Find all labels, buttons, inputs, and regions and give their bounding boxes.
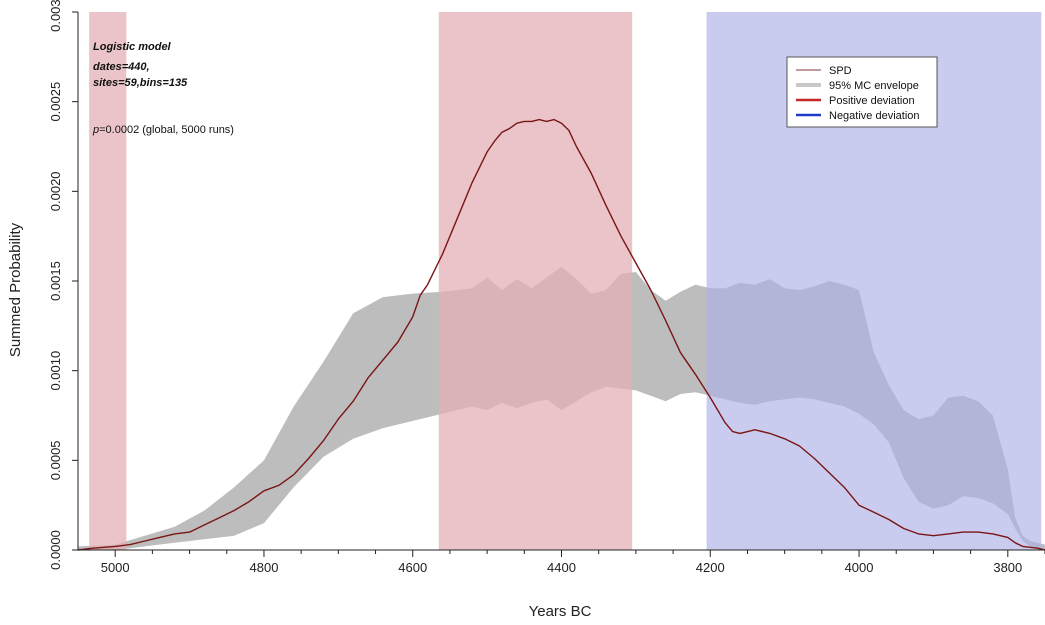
positive-deviation-band: [438, 12, 633, 550]
x-tick-label: 5000: [101, 560, 130, 575]
y-tick-label: 0.0005: [48, 440, 63, 480]
annotation-block: Logistic model dates=440, sites=59,bins=…: [92, 41, 234, 136]
spd-line: [77, 118, 1045, 551]
y-tick-label: 0.0000: [48, 530, 63, 570]
legend-label-positive: Positive deviation: [829, 95, 915, 107]
dates-annotation: dates=440,: [93, 61, 150, 73]
y-axis-title: Summed Probability: [7, 222, 24, 357]
positive-deviation-band: [89, 12, 127, 550]
p-value-annotation: p=0.0002 (global, 5000 runs): [92, 124, 234, 136]
x-tick-label: 3800: [993, 560, 1022, 575]
y-tick-label: 0.0010: [48, 351, 63, 391]
model-annotation: Logistic model: [93, 41, 172, 53]
y-tick-label: 0.0020: [48, 171, 63, 211]
x-tick-label: 4400: [547, 560, 576, 575]
p-value-text: =0.0002 (global, 5000 runs): [99, 124, 234, 136]
sites-annotation: sites=59,bins=135: [93, 77, 188, 89]
y-tick-label: 0.0015: [48, 261, 63, 301]
x-tick-label: 4800: [250, 560, 279, 575]
y-tick-label: 0.0025: [48, 82, 63, 122]
y-tick-label: 0.0030: [48, 0, 63, 32]
x-tick-label: 4600: [398, 560, 427, 575]
x-tick-label: 4200: [696, 560, 725, 575]
plot-area: [77, 12, 1045, 551]
legend-label-spd: SPD: [829, 65, 852, 77]
legend-label-negative: Negative deviation: [829, 110, 920, 122]
p-symbol: p: [92, 124, 99, 136]
x-axis-title: Years BC: [529, 603, 592, 620]
legend-label-envelope: 95% MC envelope: [829, 80, 919, 92]
axes: 0.0000 0.0005 0.0010 0.0015 0.0020 0.0025 0.00…: [48, 0, 1045, 575]
legend: SPD 95% MC envelope Positive deviation N…: [786, 56, 938, 128]
x-tick-label: 4000: [845, 560, 874, 575]
